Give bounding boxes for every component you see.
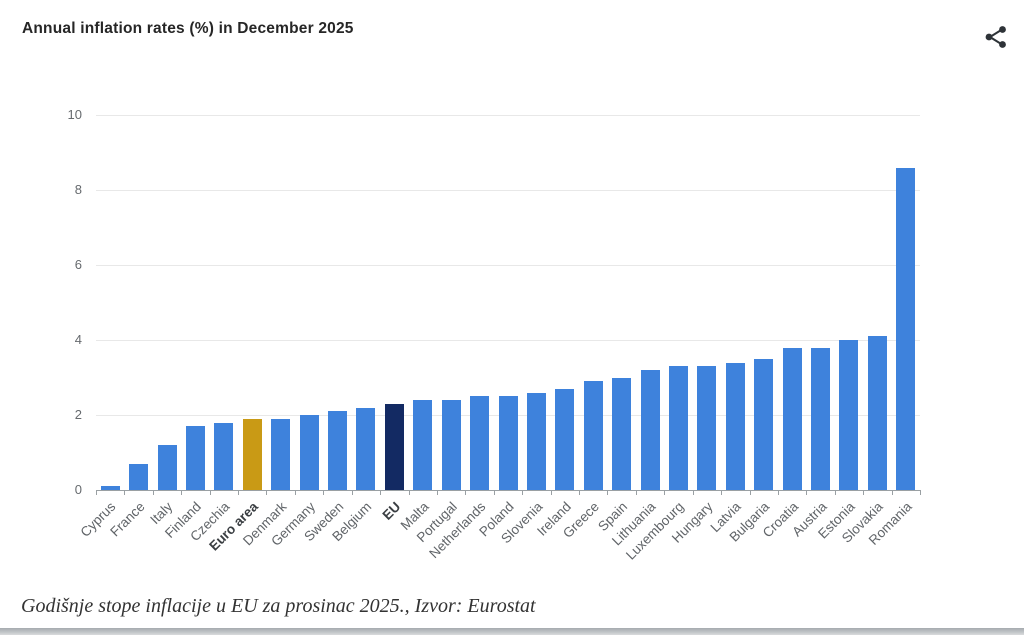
chart-title: Annual inflation rates (%) in December 2… — [22, 20, 354, 37]
x-axis-tick — [124, 490, 125, 495]
y-tick-label-2: 2 — [74, 407, 82, 422]
y-axis-labels: 0 2 4 6 8 10 — [40, 107, 82, 497]
x-axis-tick — [380, 490, 381, 495]
x-axis-tick — [96, 490, 97, 495]
x-axis-tick — [153, 490, 154, 495]
x-axis-tick — [750, 490, 751, 495]
x-axis-tick — [437, 490, 438, 495]
bar-poland[interactable] — [498, 396, 518, 490]
bar-malta[interactable] — [413, 400, 433, 490]
y-tick-label-0: 0 — [74, 482, 82, 497]
bar-czechia[interactable] — [214, 422, 234, 490]
bar-lithuania[interactable] — [640, 370, 660, 490]
x-axis-tick — [465, 490, 466, 495]
x-axis-tick — [920, 490, 921, 495]
x-axis-tick — [778, 490, 779, 495]
bar-spain[interactable] — [612, 377, 632, 490]
parallelogram-logo-icon — [950, 575, 985, 588]
x-axis-tick — [238, 490, 239, 495]
x-axis-tick — [693, 490, 694, 495]
bar-netherlands[interactable] — [470, 396, 490, 490]
x-axis-tick — [494, 490, 495, 495]
gridline-4 — [96, 340, 920, 341]
x-axis-tick — [892, 490, 893, 495]
x-axis-tick — [835, 490, 836, 495]
x-axis-tick — [863, 490, 864, 495]
x-axis-tick — [210, 490, 211, 495]
bar-finland[interactable] — [185, 426, 205, 490]
x-axis-tick — [806, 490, 807, 495]
bar-estonia[interactable] — [839, 340, 859, 490]
bar-sweden[interactable] — [328, 411, 348, 490]
bar-germany[interactable] — [299, 415, 319, 490]
bar-eu[interactable] — [384, 403, 404, 490]
share-network-icon — [985, 26, 1006, 48]
x-axis-tick — [607, 490, 608, 495]
bar-bulgaria[interactable] — [754, 358, 774, 490]
bar-cyprus[interactable] — [100, 486, 120, 490]
share-button[interactable] — [982, 22, 1010, 52]
bar-hungary[interactable] — [697, 366, 717, 490]
bar-italy[interactable] — [157, 445, 177, 490]
bar-croatia[interactable] — [782, 347, 802, 490]
x-axis-tick — [352, 490, 353, 495]
x-axis-tick — [551, 490, 552, 495]
image-caption: Godišnje stope inflacije u EU za prosina… — [21, 595, 536, 617]
x-axis-tick — [409, 490, 410, 495]
x-axis-tick — [636, 490, 637, 495]
x-axis-tick — [664, 490, 665, 495]
bar-euro-area[interactable] — [242, 418, 262, 490]
gridline-8 — [96, 190, 920, 191]
bar-ireland[interactable] — [555, 388, 575, 490]
x-axis-tick — [266, 490, 267, 495]
bar-denmark[interactable] — [271, 418, 291, 490]
bar-portugal[interactable] — [441, 400, 461, 490]
x-axis-line — [96, 490, 920, 491]
gridline-10 — [96, 115, 920, 116]
bar-austria[interactable] — [811, 347, 831, 490]
bar-romania[interactable] — [896, 167, 916, 490]
gridline-6 — [96, 265, 920, 266]
x-axis-tick — [721, 490, 722, 495]
y-tick-label-4: 4 — [74, 332, 82, 347]
bar-france[interactable] — [129, 463, 149, 490]
x-axis-tick — [522, 490, 523, 495]
bottom-divider — [0, 628, 1024, 635]
x-axis-tick — [579, 490, 580, 495]
bar-luxembourg[interactable] — [668, 366, 688, 490]
plot-area: Cyprus France Italy Finland Czechia Euro area… — [78, 115, 921, 563]
x-axis-tick — [181, 490, 182, 495]
y-tick-label-8: 8 — [74, 182, 82, 197]
bar-slovenia[interactable] — [526, 392, 546, 490]
y-tick-label-6: 6 — [74, 257, 82, 272]
bar-greece[interactable] — [583, 381, 603, 490]
bar-belgium[interactable] — [356, 407, 376, 490]
bar-latvia[interactable] — [725, 362, 745, 490]
x-axis-tick — [323, 490, 324, 495]
bar-slovakia[interactable] — [867, 336, 887, 490]
x-axis-tick — [295, 490, 296, 495]
y-tick-label-10: 10 — [67, 107, 82, 122]
